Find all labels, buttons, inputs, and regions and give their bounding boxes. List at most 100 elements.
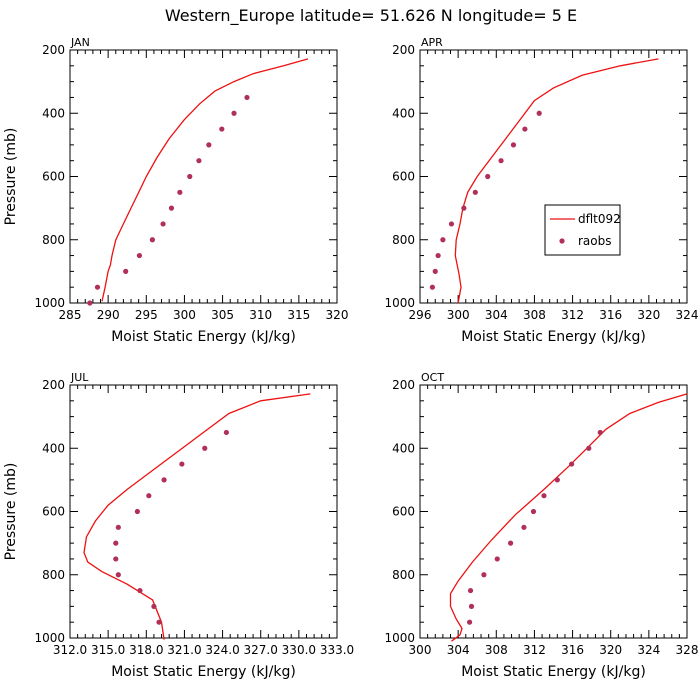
x-tick-label: 310 <box>249 308 272 322</box>
y-tick-label: 1000 <box>34 631 65 645</box>
data-point-raobs <box>187 173 193 180</box>
data-point-raobs <box>467 587 474 594</box>
data-point-raobs <box>156 619 162 625</box>
x-tick-label: 296 <box>409 308 432 322</box>
panel-label: JAN <box>70 36 90 49</box>
data-point-raobs <box>94 284 101 290</box>
x-tick-label: 324 <box>637 643 660 657</box>
data-point-raobs <box>115 572 121 578</box>
data-point-raobs <box>168 205 175 211</box>
y-tick-label: 800 <box>392 233 415 247</box>
data-point-raobs <box>440 237 446 243</box>
y-tick-label: 800 <box>42 233 65 247</box>
data-point-raobs <box>160 221 166 227</box>
x-tick-label: 304 <box>485 308 508 322</box>
data-point-raobs <box>115 524 121 530</box>
y-tick-label: 200 <box>392 378 415 392</box>
x-tick-label: 305 <box>211 308 234 322</box>
y-tick-label: 600 <box>392 505 415 519</box>
data-point-raobs <box>466 619 473 625</box>
y-tick-label: 400 <box>392 106 415 120</box>
data-point-raobs <box>461 205 467 211</box>
x-axis-label: Moist Static Energy (kJ/kg) <box>461 329 646 345</box>
data-point-raobs <box>432 268 438 274</box>
x-tick-label: 316 <box>599 308 622 322</box>
x-tick-label: 312 <box>561 308 584 322</box>
data-point-raobs <box>507 540 514 546</box>
x-tick-label: 330.0 <box>282 643 316 657</box>
data-point-raobs <box>223 429 229 436</box>
x-tick-label: 324 <box>676 308 699 322</box>
data-point-raobs <box>481 572 487 578</box>
x-tick-label: 300 <box>173 308 196 322</box>
y-tick-label: 800 <box>392 568 415 582</box>
data-point-raobs <box>530 508 537 515</box>
x-tick-label: 320 <box>637 308 660 322</box>
panel-oct: OCT 300 304 308 312 316 320 324 328 200 400 600 800 1… <box>384 371 698 680</box>
data-point-raobs <box>468 603 475 609</box>
x-tick-label: 324.0 <box>205 643 239 657</box>
data-point-raobs <box>146 493 152 499</box>
data-point-raobs <box>435 252 441 259</box>
data-point-raobs <box>149 237 155 243</box>
data-point-raobs <box>448 221 455 227</box>
series-line-dflt092 <box>449 393 688 642</box>
data-point-raobs <box>206 142 212 148</box>
x-axis-label: Moist Static Energy (kJ/kg) <box>111 664 296 680</box>
y-tick-label: 400 <box>392 441 415 455</box>
series-line-dflt092 <box>83 393 311 640</box>
x-tick-label: 315.0 <box>91 643 125 657</box>
data-point-raobs <box>510 142 517 148</box>
legend-box <box>544 204 621 256</box>
data-point-raobs <box>498 158 504 164</box>
x-tick-label: 327.0 <box>244 643 278 657</box>
y-tick-label: 600 <box>42 505 65 519</box>
data-point-raobs <box>541 493 547 499</box>
data-point-raobs <box>569 461 575 467</box>
x-tick-label: 295 <box>135 308 158 322</box>
y-tick-label: 600 <box>42 170 65 184</box>
plot-frame <box>419 384 688 639</box>
data-point-raobs <box>113 540 119 546</box>
panel-jul: JUL 312.0 315.0 318.0 321.0 324.0 327.0 330.0 33… <box>3 371 354 680</box>
data-point-raobs <box>231 110 237 116</box>
y-tick-label: 800 <box>42 568 65 582</box>
data-point-raobs <box>161 477 167 483</box>
data-point-raobs <box>522 126 528 132</box>
data-point-raobs <box>177 189 183 195</box>
series-line-dflt092 <box>101 58 309 302</box>
plot-frame <box>69 384 338 639</box>
x-tick-label: 304 <box>447 643 470 657</box>
data-point-raobs <box>134 508 140 515</box>
panel-label: OCT <box>421 371 444 384</box>
x-tick-label: 333.0 <box>320 643 354 657</box>
x-tick-label: 312.0 <box>53 643 87 657</box>
x-tick-label: 312 <box>523 643 546 657</box>
x-tick-label: 320 <box>326 308 349 322</box>
data-point-raobs <box>179 461 185 467</box>
y-tick-label: 200 <box>42 378 65 392</box>
data-point-raobs <box>113 556 119 562</box>
y-tick-label: 400 <box>42 441 65 455</box>
x-axis-label: Moist Static Energy (kJ/kg) <box>461 664 646 680</box>
x-tick-label: 318.0 <box>129 643 163 657</box>
y-tick-label: 400 <box>42 106 65 120</box>
data-point-raobs <box>87 300 93 306</box>
legend: dflt092 raobs <box>544 204 621 256</box>
figure-title: Western_Europe latitude= 51.626 N longit… <box>165 6 577 26</box>
x-tick-label: 308 <box>485 643 508 657</box>
y-tick-label: 600 <box>392 170 415 184</box>
y-tick-label: 1000 <box>384 631 415 645</box>
data-point-raobs <box>196 158 202 164</box>
data-point-raobs <box>137 587 143 594</box>
x-tick-label: 300 <box>447 308 470 322</box>
data-point-raobs <box>219 126 225 132</box>
data-point-raobs <box>536 110 542 116</box>
y-tick-label: 1000 <box>384 296 415 310</box>
data-point-raobs <box>494 556 500 562</box>
y-tick-label: 200 <box>392 43 415 57</box>
legend-entry-label: dflt092 <box>578 212 621 226</box>
x-tick-label: 300 <box>409 643 432 657</box>
legend-entry-label: raobs <box>578 234 612 248</box>
data-point-raobs <box>429 284 435 290</box>
